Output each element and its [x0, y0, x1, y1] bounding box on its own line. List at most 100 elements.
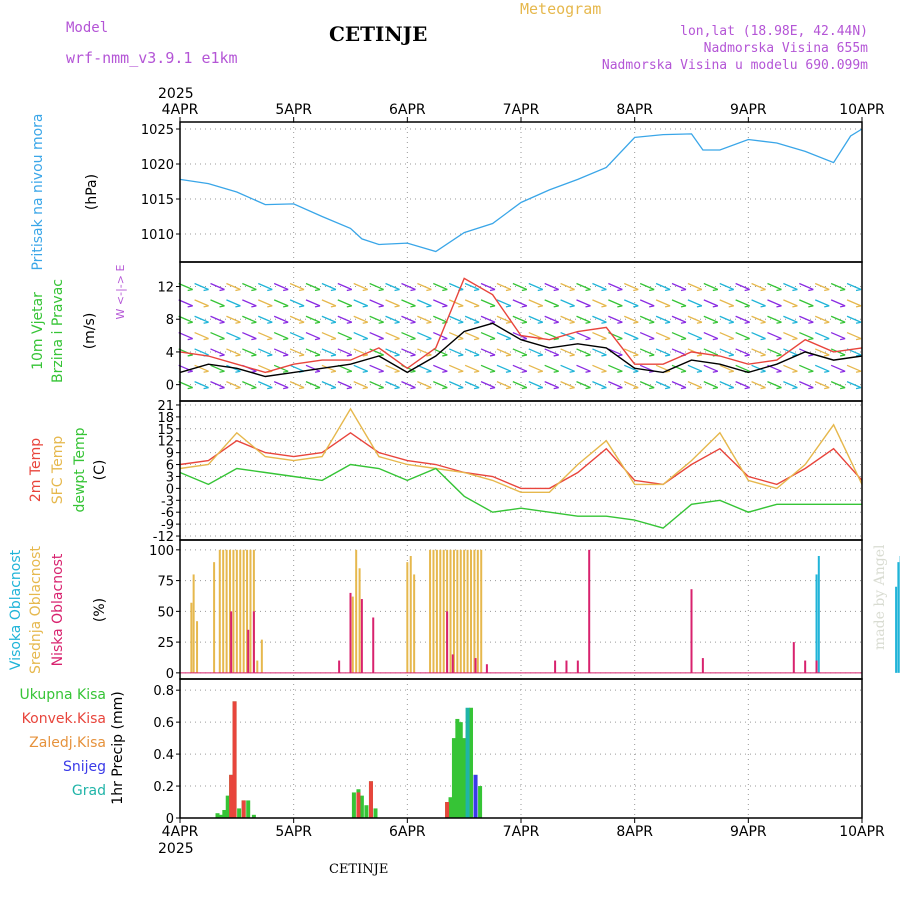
wind-arrow: [608, 364, 623, 372]
wind-arrow-head: [537, 288, 543, 292]
wind-arrow: [194, 315, 209, 323]
bar-ukupna-kisa: [222, 810, 227, 818]
wind-arrow-head: [203, 387, 209, 390]
wind-arrow: [321, 364, 337, 372]
bar-srednja-oblacnost: [409, 555, 412, 673]
wind-arrow: [814, 315, 830, 323]
wind-arrow: [305, 299, 321, 307]
wind-arrow: [799, 315, 814, 323]
wind-arrow: [719, 381, 734, 389]
bar-srednja-oblacnost: [256, 660, 259, 673]
wind-arrow: [671, 282, 687, 291]
bar-srednja-oblacnost: [246, 549, 249, 673]
wind-arrow: [480, 282, 496, 291]
wind-arrow: [242, 381, 257, 389]
wind-arrow: [639, 315, 655, 323]
wind-arrow-head: [458, 337, 464, 341]
temp-ylabel-sfc: SFC Temp: [50, 436, 66, 505]
wind-arrow-head: [410, 337, 416, 341]
wind-arrow-head: [330, 387, 337, 390]
wind-arrow-head: [187, 354, 193, 357]
wind-arrow: [687, 299, 703, 307]
wind-arrow-head: [792, 337, 798, 341]
wind-arrow-head: [521, 305, 527, 308]
wind-arrow: [226, 315, 241, 323]
wind-arrow-head: [330, 370, 337, 373]
wind-arrow-head: [314, 305, 321, 308]
wind-arrow: [703, 299, 719, 307]
bar-ukupna-kisa: [373, 808, 378, 818]
y-tick-label: 3: [166, 470, 174, 485]
wind-arrow: [273, 315, 289, 323]
wind-arrow: [369, 331, 384, 340]
bar-ukupna-kisa: [251, 814, 256, 818]
wind-arrow: [846, 364, 862, 372]
wind-arrow-head: [378, 288, 384, 292]
wind-arrow: [210, 299, 225, 307]
model-name: wrf-nmm_v3.9.1 e1km: [66, 49, 238, 67]
wind-arrow: [560, 348, 575, 356]
wind-arrow: [433, 364, 448, 372]
wind-arrow: [448, 315, 464, 323]
wind-arrow: [528, 364, 544, 372]
wind-arrow-head: [505, 370, 512, 373]
wind-arrow: [194, 282, 209, 291]
wind-arrow: [321, 348, 337, 356]
y-tick-label: 4: [166, 346, 174, 361]
wind-arrow-head: [633, 354, 639, 357]
wind-arrow: [401, 348, 416, 356]
wind-arrow: [496, 282, 512, 291]
wind-arrow: [305, 348, 321, 356]
wind-arrow: [385, 299, 400, 307]
wind-arrow: [401, 299, 416, 307]
wind-arrow: [639, 348, 655, 356]
wind-arrow-head: [712, 337, 718, 341]
bar-ukupna-kisa: [468, 707, 473, 818]
wind-arrow-head: [394, 370, 400, 373]
wind-arrow: [464, 364, 480, 372]
wind-arrow: [751, 364, 766, 372]
wind-arrow-head: [633, 305, 639, 308]
y-tick-label: 75: [157, 575, 174, 590]
wind-arrow: [289, 364, 305, 372]
wind-arrow-head: [521, 288, 527, 292]
wind-arrow-head: [585, 354, 591, 357]
wind-compass-label: W <-|-> E: [114, 265, 127, 320]
wind-arrow: [480, 299, 496, 307]
wind-arrow-head: [649, 387, 655, 390]
wind-arrow-head: [569, 354, 575, 357]
wind-arrow-head: [346, 305, 352, 308]
wind-arrow-head: [362, 337, 368, 341]
wind-arrow-head: [394, 387, 400, 390]
wind-arrow: [576, 331, 591, 340]
bar-srednja-oblacnost: [432, 549, 435, 673]
bar-niska-oblacnost: [588, 549, 591, 673]
bar-srednja-oblacnost: [229, 549, 232, 673]
wind-arrow-head: [760, 370, 766, 373]
wind-arrow: [814, 364, 830, 372]
wind-arrow: [369, 348, 384, 356]
wind-arrow-head: [680, 387, 687, 390]
wind-arrow-head: [330, 288, 337, 292]
wind-arrow-head: [696, 305, 703, 308]
wind-arrow: [799, 282, 814, 291]
wind-arrow-head: [203, 337, 209, 341]
wind-arrow: [464, 381, 480, 389]
wind-arrow-head: [840, 387, 846, 390]
wind-arrow: [767, 331, 782, 340]
wind-arrow: [735, 331, 750, 340]
wind-arrow-head: [489, 305, 496, 308]
wind-arrow-head: [712, 387, 718, 390]
wind-arrow-head: [537, 305, 543, 308]
wind-arrow: [257, 315, 273, 323]
wind-arrow: [353, 364, 368, 372]
wind-arrow: [592, 282, 607, 291]
wind-arrow-head: [235, 387, 241, 390]
wind-arrow-head: [235, 337, 241, 341]
bar-srednja-oblacnost: [449, 549, 452, 673]
wind-arrow-head: [489, 387, 496, 390]
wind-arrow: [385, 364, 400, 372]
wind-arrow-head: [808, 387, 814, 390]
wind-arrow-head: [696, 387, 703, 390]
y-tick-label: 21: [157, 399, 174, 414]
